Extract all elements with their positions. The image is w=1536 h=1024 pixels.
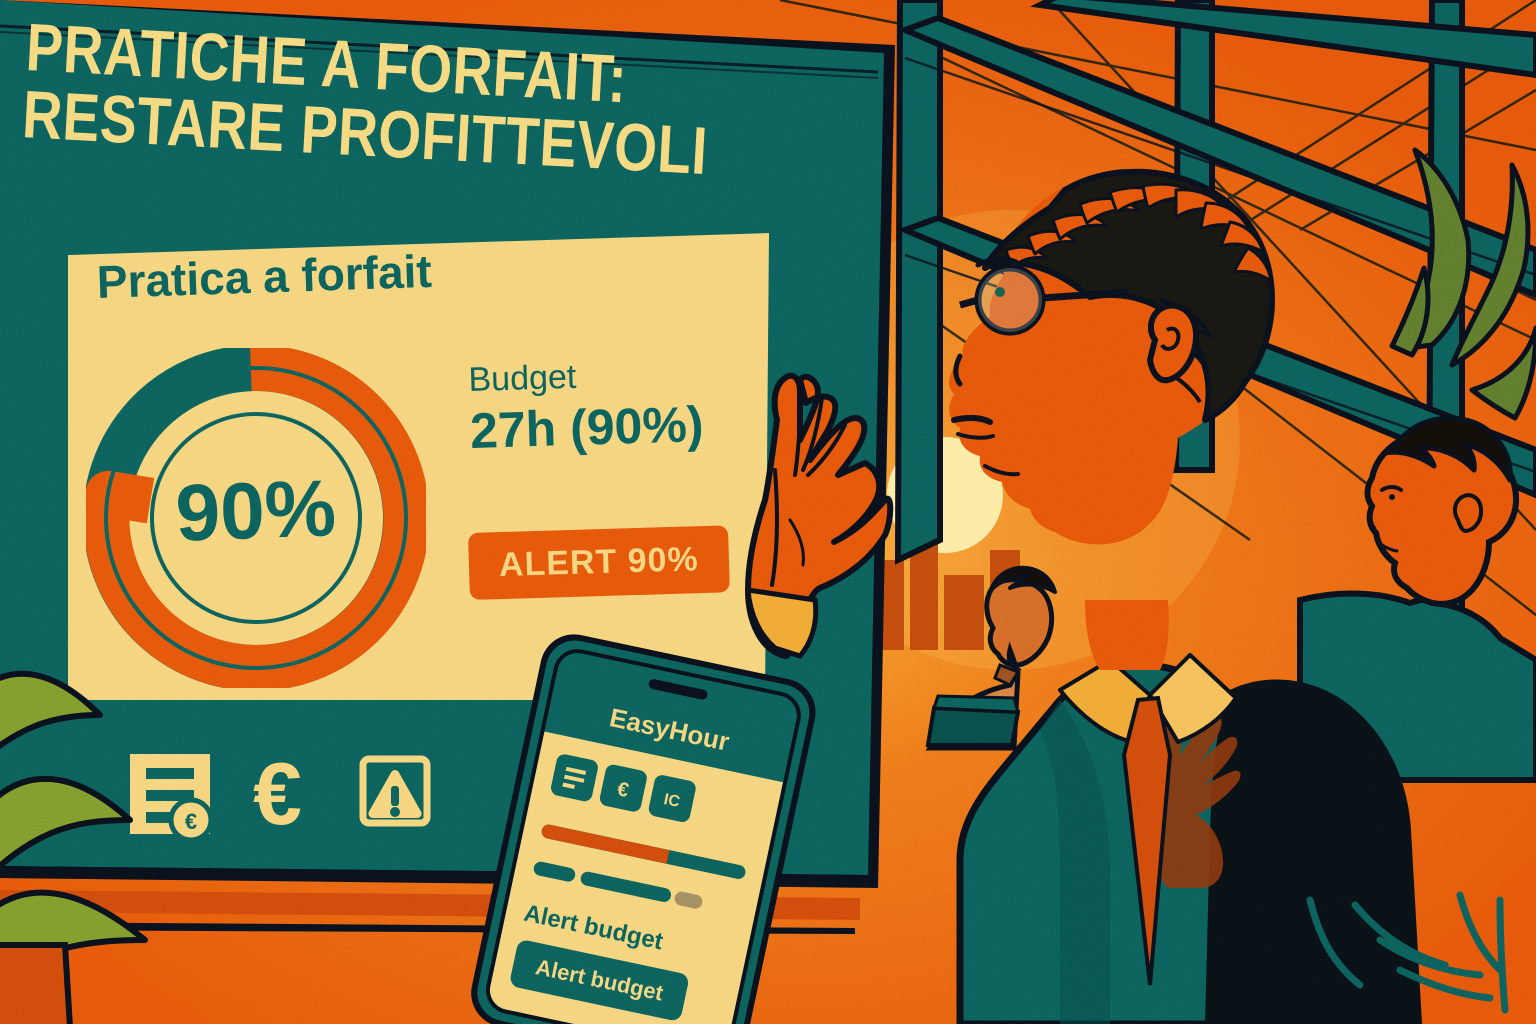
svg-text:IC: IC (662, 791, 682, 811)
svg-text:€: € (615, 778, 630, 802)
